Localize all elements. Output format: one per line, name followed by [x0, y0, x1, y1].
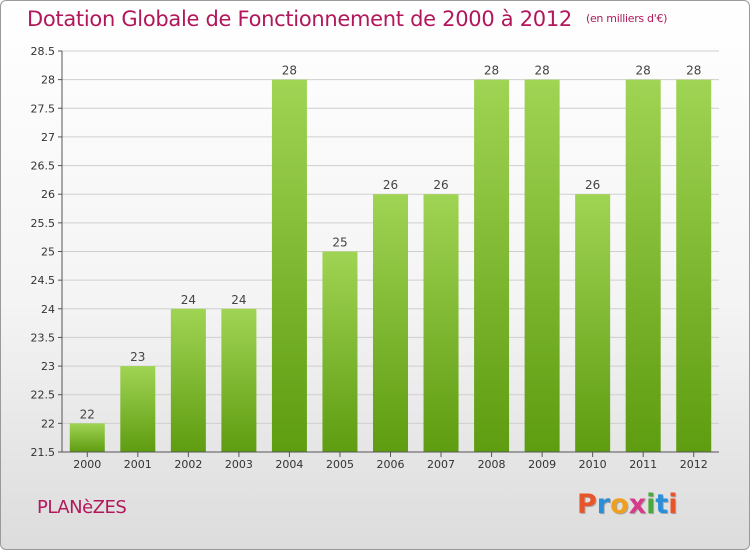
- bar-2011: [625, 79, 661, 453]
- x-tick-label-2005: 2005: [326, 458, 354, 471]
- y-tick-label: 23: [41, 360, 55, 373]
- bar-2008: [474, 79, 510, 453]
- logo-letter: i: [646, 489, 656, 520]
- logo-letter: P: [577, 489, 597, 520]
- bar-2009: [524, 79, 560, 453]
- x-tick-label-2001: 2001: [124, 458, 152, 471]
- value-label-2007: 26: [433, 178, 448, 192]
- value-label-2006: 26: [383, 178, 398, 192]
- y-tick-label: 28.5: [31, 45, 56, 58]
- commune-name: PLANèZES: [37, 497, 127, 518]
- y-tick-label: 23.5: [31, 331, 56, 344]
- logo-letter: x: [628, 489, 647, 520]
- value-label-2005: 25: [332, 236, 347, 250]
- title-unit: (en milliers d'€): [585, 12, 668, 25]
- value-label-2011: 28: [636, 64, 651, 78]
- y-tick-label: 27: [41, 131, 55, 144]
- x-tick-label-2008: 2008: [478, 458, 506, 471]
- x-tick-label-2009: 2009: [528, 458, 556, 471]
- bar-2004: [271, 79, 307, 453]
- bar-2000: [69, 423, 105, 452]
- bar-2012: [676, 79, 712, 453]
- y-tick-label: 27.5: [31, 102, 56, 115]
- y-tick-label: 26: [41, 188, 55, 201]
- bar-2007: [423, 194, 459, 452]
- bar-2005: [322, 251, 358, 452]
- y-tick-label: 22: [41, 417, 55, 430]
- value-label-2009: 28: [534, 64, 549, 78]
- value-label-2000: 22: [80, 407, 95, 421]
- value-label-2003: 24: [231, 293, 246, 307]
- value-label-2004: 28: [282, 64, 297, 78]
- value-label-2002: 24: [181, 293, 196, 307]
- x-tick-label-2004: 2004: [275, 458, 303, 471]
- title-text: Dotation Globale de Fonctionnement de 20…: [27, 7, 572, 31]
- bar-2003: [221, 308, 257, 452]
- logo-letter: r: [596, 489, 611, 520]
- x-tick-label-2007: 2007: [427, 458, 455, 471]
- y-tick-label: 24.5: [31, 274, 56, 287]
- value-label-2001: 23: [130, 350, 145, 364]
- logo-letter: t: [655, 489, 669, 520]
- x-tick-label-2002: 2002: [174, 458, 202, 471]
- x-tick-label-2003: 2003: [225, 458, 253, 471]
- y-tick-label: 26.5: [31, 160, 56, 173]
- bar-2010: [575, 194, 611, 452]
- y-tick-label: 25: [41, 246, 55, 259]
- x-tick-label-2006: 2006: [377, 458, 405, 471]
- value-label-2008: 28: [484, 64, 499, 78]
- y-tick-label: 22.5: [31, 389, 56, 402]
- bar-2002: [170, 308, 206, 452]
- x-tick-label-2011: 2011: [629, 458, 657, 471]
- y-tick-label: 25.5: [31, 217, 56, 230]
- y-tick-label: 21.5: [31, 446, 56, 459]
- value-label-2010: 26: [585, 178, 600, 192]
- value-label-2012: 28: [686, 64, 701, 78]
- y-tick-label: 28: [41, 74, 55, 87]
- x-tick-label-2012: 2012: [680, 458, 708, 471]
- y-tick-label: 24: [41, 303, 55, 316]
- logo-letter: o: [610, 489, 629, 520]
- x-tick-label-2000: 2000: [73, 458, 101, 471]
- x-tick-label-2010: 2010: [579, 458, 607, 471]
- bar-2006: [373, 194, 408, 452]
- chart-title: Dotation Globale de Fonctionnement de 20…: [27, 7, 667, 31]
- proxiti-logo[interactable]: Proxiti: [577, 489, 678, 520]
- logo-letter: i: [668, 489, 678, 520]
- bar-2001: [120, 366, 156, 452]
